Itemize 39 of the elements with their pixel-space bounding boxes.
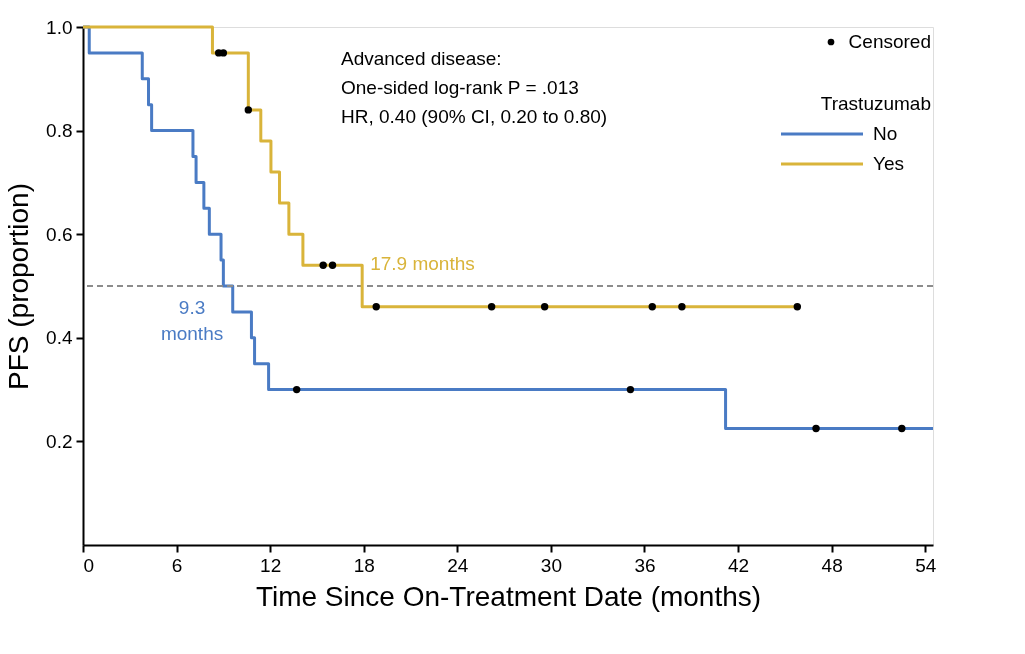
y-tick-label: 1.0 — [46, 16, 73, 38]
x-tick-label: 30 — [540, 554, 562, 576]
y-tick-label: 0.4 — [46, 327, 73, 349]
y-tick-label: 0.6 — [46, 223, 73, 245]
legend-title: Trastuzumab — [820, 93, 931, 114]
x-tick-label: 36 — [634, 554, 656, 576]
point — [812, 424, 820, 433]
point — [648, 303, 656, 311]
x-tick-label: 42 — [727, 554, 750, 576]
x-tick-label: 48 — [821, 554, 843, 576]
annotation: 17.9 months — [370, 253, 475, 274]
y-tick-label: 0.2 — [46, 430, 73, 452]
x-tick-label: 12 — [260, 554, 282, 576]
point — [487, 303, 496, 311]
point — [898, 424, 906, 433]
annotation: HR, 0.40 (90% CI, 0.20 to 0.80) — [341, 106, 608, 127]
point — [292, 385, 301, 394]
annotation: One-sided log-rank P = .013 — [341, 77, 579, 98]
legend-label: Yes — [873, 153, 904, 174]
x-tick-label: 18 — [353, 554, 375, 576]
x-tick-label: 6 — [171, 554, 183, 576]
x-tick-label: 54 — [915, 554, 937, 576]
point — [244, 106, 253, 114]
point — [540, 303, 549, 311]
point — [372, 303, 380, 311]
legend-label: Censored — [848, 31, 931, 52]
x-axis-title: Time Since On-Treatment Date (months) — [255, 580, 762, 612]
point — [328, 261, 337, 269]
y-axis-title: PFS (proportion) — [3, 183, 35, 390]
annotation: Advanced disease: — [341, 48, 502, 69]
point — [319, 261, 327, 269]
x-tick-label: 0 — [83, 554, 95, 576]
annotation: 9.3 months — [160, 297, 224, 344]
point — [678, 303, 686, 311]
legend-label: No — [873, 123, 898, 144]
point — [626, 385, 635, 394]
point — [793, 303, 802, 311]
x-tick-label: 24 — [447, 554, 469, 576]
y-tick-label: 0.8 — [46, 120, 73, 142]
